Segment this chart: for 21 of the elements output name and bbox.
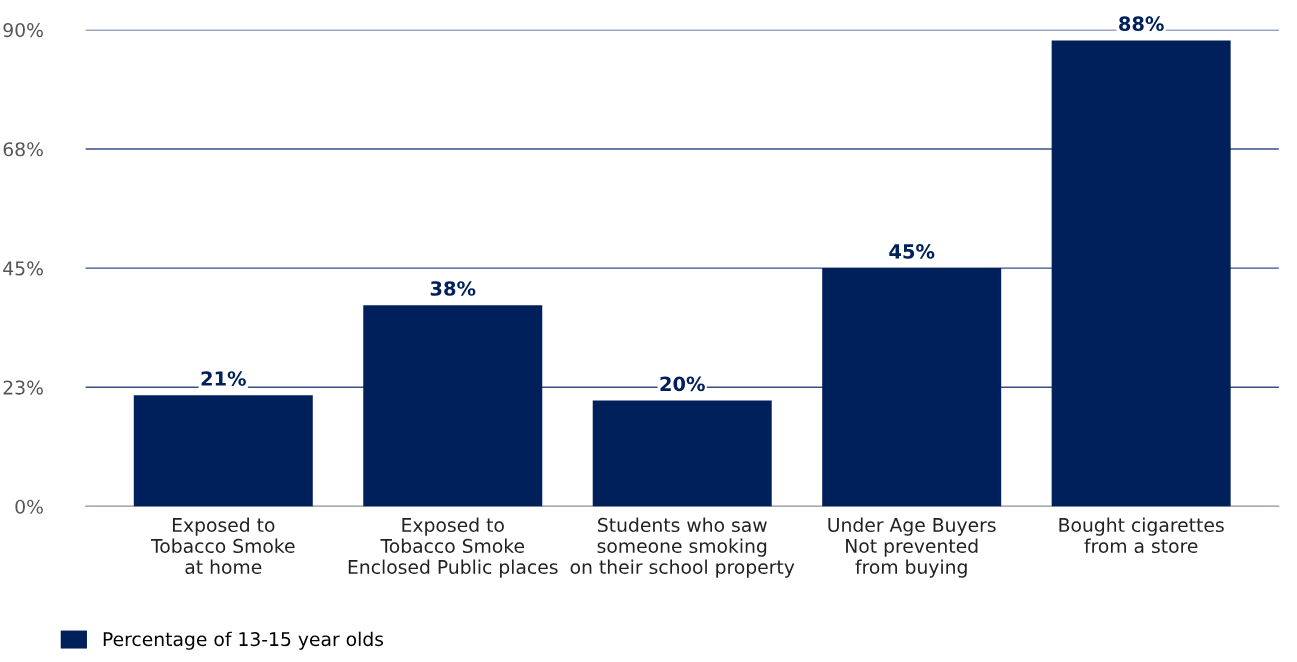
bar	[592, 400, 772, 507]
y-tick-label: 0%	[15, 499, 43, 514]
y-tick-label: 90%	[3, 23, 43, 38]
bar	[133, 395, 313, 507]
bar	[1051, 40, 1231, 507]
y-tick-label: 45%	[3, 261, 43, 276]
x-tick-label: Bought cigarettes from a store	[1059, 517, 1224, 554]
x-tick-label: Exposed to Tobacco Smoke at home	[150, 517, 295, 575]
x-tick-label: Students who saw someone smoking on their school property	[570, 517, 795, 578]
text: 88%	[1119, 16, 1164, 32]
bar	[363, 305, 543, 507]
text: 38%	[430, 281, 476, 296]
y-tick-label: 23%	[3, 380, 43, 395]
legend-label: Percentage of 13-15 year olds	[103, 631, 384, 650]
x-tick-label: Exposed to Tobacco Smoke Enclosed Public places	[348, 517, 558, 578]
x-tick-label: Under Age Buyers Not prevented from buying	[828, 517, 996, 578]
y-tick-label: 68%	[3, 142, 43, 157]
text: 21%	[201, 371, 246, 386]
text: 45%	[889, 244, 935, 259]
bar	[822, 268, 1002, 507]
text: 20%	[660, 376, 705, 392]
